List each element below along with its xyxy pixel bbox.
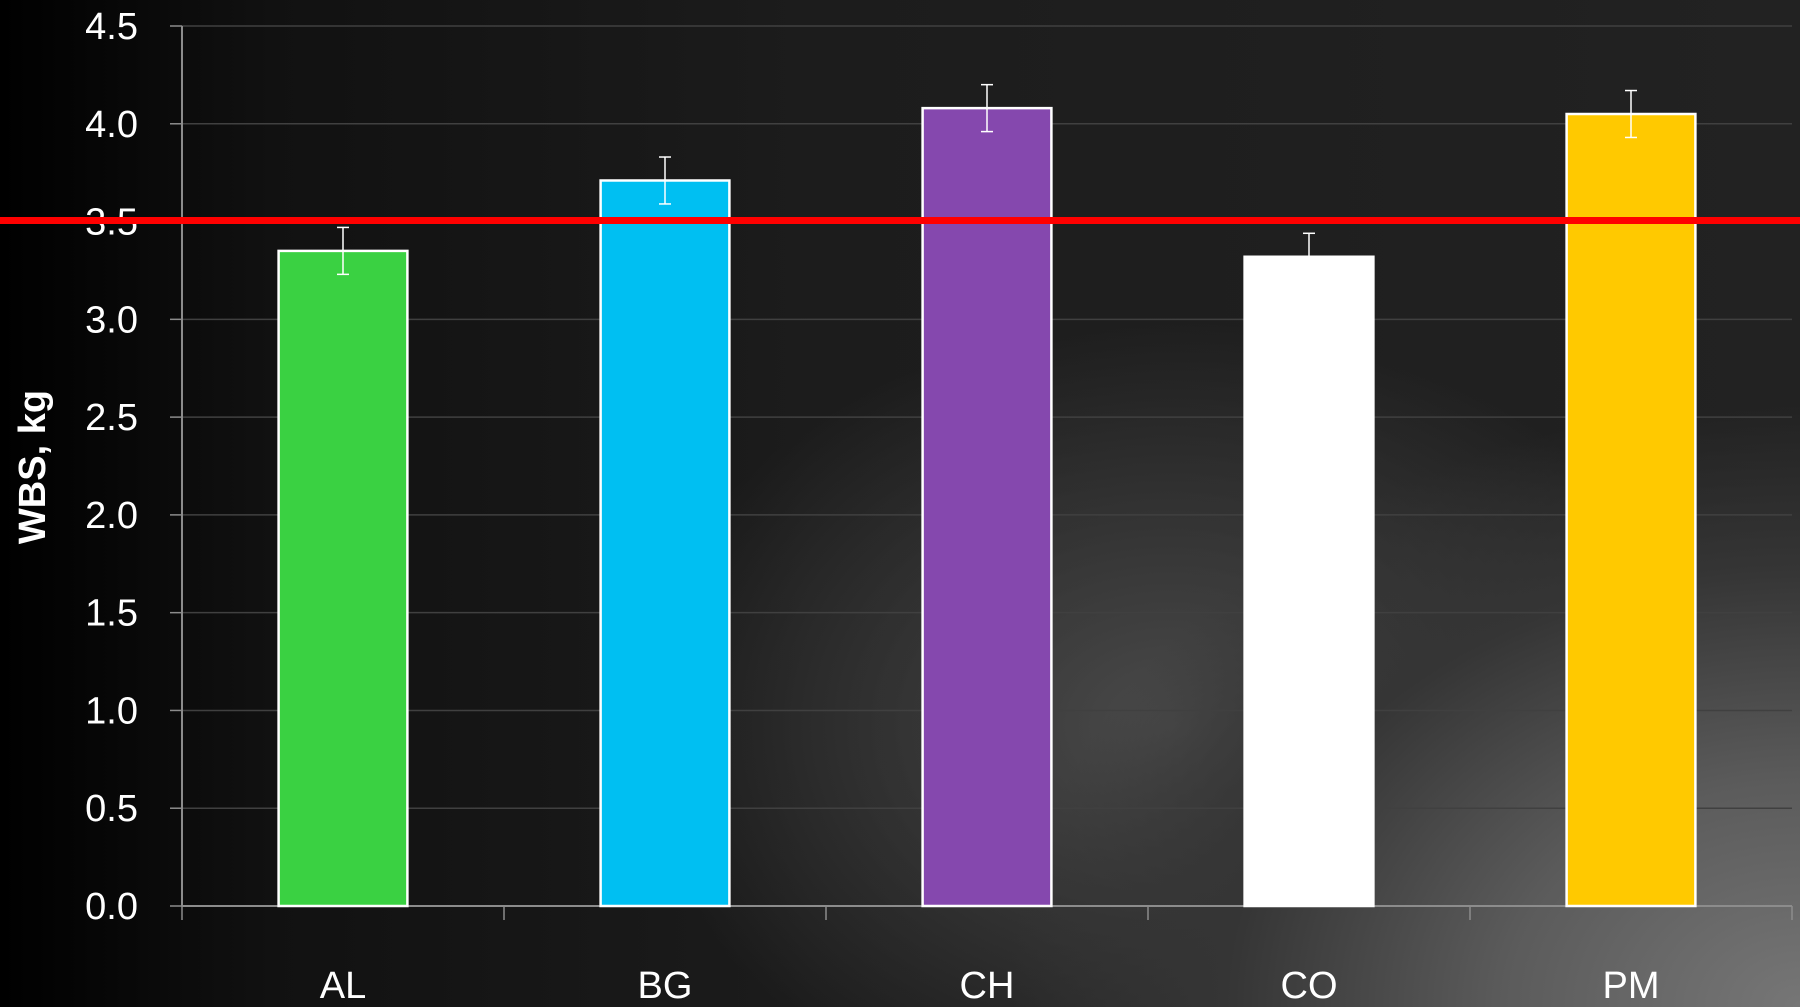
y-tick-label: 2.0 — [85, 495, 138, 537]
x-tick-label: CO — [1281, 965, 1338, 1007]
bar-co — [1243, 255, 1375, 908]
y-tick-label: 0.0 — [85, 886, 138, 928]
y-tick-label: 0.5 — [85, 788, 138, 830]
x-tick-label: PM — [1603, 965, 1660, 1007]
x-tick-label: BG — [638, 965, 693, 1007]
y-tick-label: 3.0 — [85, 299, 138, 341]
y-tick-labels: 0.00.51.01.52.02.53.03.54.04.5 — [85, 6, 138, 928]
bar-al — [277, 249, 409, 908]
y-tick-label: 2.5 — [85, 397, 138, 439]
bar-pm — [1565, 112, 1697, 908]
y-tick-label: 1.0 — [85, 690, 138, 732]
x-tick-label: AL — [320, 965, 366, 1007]
y-tick-label: 1.5 — [85, 593, 138, 635]
bars — [277, 106, 1697, 908]
y-axis-title: WBS, kg — [12, 390, 54, 544]
y-tick-label: 4.0 — [85, 104, 138, 146]
bar-bg — [599, 179, 731, 908]
x-axis-ticks — [181, 906, 1793, 920]
x-tick-labels: AL BG CH CO PM — [320, 965, 1660, 1007]
x-tick-label: CH — [960, 965, 1015, 1007]
bar-ch — [921, 106, 1053, 908]
y-tick-label: 4.5 — [85, 6, 138, 48]
error-bars — [337, 83, 1637, 281]
